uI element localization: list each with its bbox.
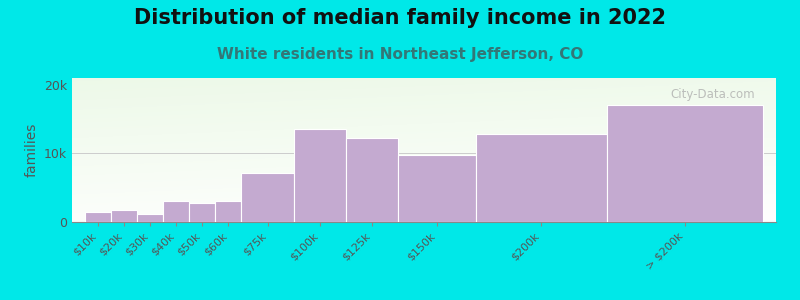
Bar <box>476 134 606 222</box>
Bar <box>85 212 111 222</box>
Bar <box>294 129 346 222</box>
Text: City-Data.com: City-Data.com <box>670 88 755 101</box>
Bar <box>242 172 294 222</box>
Bar <box>215 201 242 222</box>
Text: Distribution of median family income in 2022: Distribution of median family income in … <box>134 8 666 28</box>
Bar <box>606 105 763 222</box>
Bar <box>111 210 137 222</box>
Bar <box>163 201 190 222</box>
Text: White residents in Northeast Jefferson, CO: White residents in Northeast Jefferson, … <box>217 46 583 62</box>
Bar <box>137 214 163 222</box>
Bar <box>398 155 476 222</box>
Bar <box>346 138 398 222</box>
Bar <box>190 203 215 222</box>
Y-axis label: families: families <box>25 123 38 177</box>
